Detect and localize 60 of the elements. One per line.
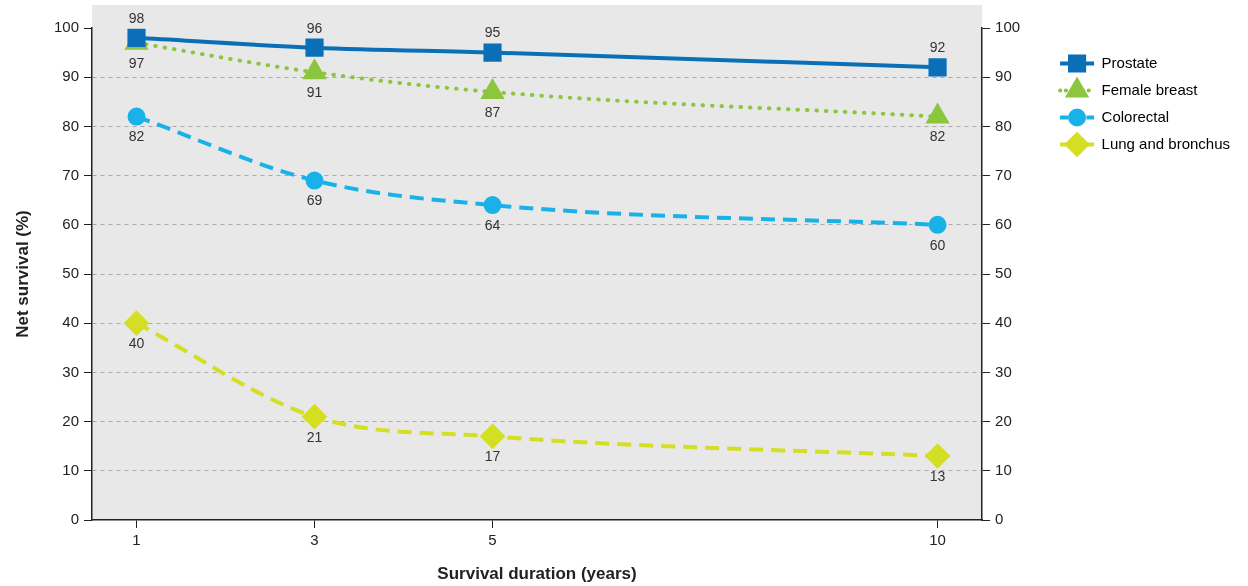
y2-tick-label: 0: [995, 510, 1004, 528]
data-label: 69: [306, 192, 323, 209]
y-tick-label: 70: [62, 165, 79, 183]
y2-tick-label: 60: [995, 214, 1012, 232]
data-label: 95: [484, 24, 501, 41]
point: [480, 424, 505, 449]
data-label: 87: [484, 103, 501, 120]
point: [483, 43, 502, 62]
point: [305, 171, 324, 190]
y-tick-label: 40: [62, 313, 79, 331]
point: [925, 444, 950, 469]
data-label: 21: [306, 428, 323, 445]
data-label: 91: [306, 84, 323, 101]
y2-tick-label: 80: [995, 116, 1012, 134]
y2-tick-label: 30: [995, 362, 1012, 380]
data-label: 92: [929, 39, 946, 56]
point: [127, 107, 146, 126]
y-tick-label: 10: [62, 460, 79, 478]
y-tick-label: 80: [62, 116, 79, 134]
y-tick-label: 30: [62, 362, 79, 380]
legend-label: Prostate: [1101, 53, 1158, 71]
y2-tick-label: 100: [995, 18, 1021, 36]
y-axis-title: Net survival (%): [12, 210, 32, 338]
point: [483, 196, 502, 215]
data-label: 60: [929, 236, 946, 253]
point: [302, 404, 327, 429]
data-label: 40: [128, 335, 145, 352]
legend-label: Lung and bronchus: [1101, 134, 1230, 152]
y2-tick-label: 10: [995, 460, 1012, 478]
y-tick-label: 100: [53, 18, 79, 36]
data-label: 13: [929, 467, 946, 484]
data-label: 97: [128, 54, 145, 71]
point: [124, 311, 149, 336]
x-tick-label: 5: [488, 531, 497, 549]
data-label: 17: [484, 448, 501, 465]
data-label: 96: [306, 19, 323, 36]
point: [928, 215, 947, 234]
point: [305, 38, 324, 57]
y-tick-label: 0: [70, 510, 79, 528]
data-label: 82: [128, 128, 145, 145]
x-tick-label: 1: [132, 531, 141, 549]
y2-tick-label: 50: [995, 264, 1012, 282]
y-tick-label: 20: [62, 411, 79, 429]
y2-tick-label: 70: [995, 165, 1012, 183]
y2-tick-label: 90: [995, 67, 1012, 85]
y2-tick-label: 40: [995, 313, 1012, 331]
legend-label: Colorectal: [1101, 107, 1170, 125]
data-label: 82: [929, 128, 946, 145]
x-axis-title: Survival duration (years): [437, 564, 637, 584]
data-label: 98: [128, 9, 145, 26]
y-tick-label: 50: [62, 264, 79, 282]
y2-tick-label: 20: [995, 411, 1012, 429]
x-tick-label: 3: [310, 531, 319, 549]
y-tick-label: 60: [62, 214, 79, 232]
y-tick-label: 90: [62, 67, 79, 85]
legend-label: Female breast: [1101, 80, 1199, 98]
point: [928, 58, 947, 77]
point: [303, 60, 326, 80]
x-tick-label: 10: [929, 531, 946, 549]
data-label: 64: [484, 216, 501, 233]
